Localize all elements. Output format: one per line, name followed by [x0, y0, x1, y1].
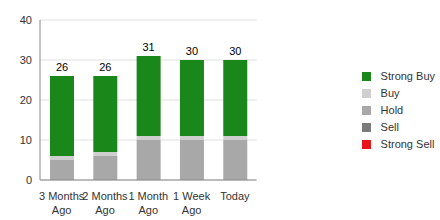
svg-text:30: 30 — [186, 45, 198, 57]
html-text:Sell: Sell — [380, 121, 399, 133]
svg-text:26: 26 — [99, 61, 111, 73]
svg-text:20: 20 — [20, 94, 32, 106]
svg-text:30: 30 — [229, 45, 241, 57]
svg-text:40: 40 — [20, 14, 32, 26]
svg-text:Today: Today — [220, 190, 250, 202]
svg-text:2 MonthsAgo: 2 MonthsAgo — [82, 190, 128, 216]
html-text:Strong Buy: Strong Buy — [380, 70, 435, 82]
svg-text:0: 0 — [26, 174, 32, 186]
svg-text:1 MonthAgo: 1 MonthAgo — [128, 190, 168, 216]
svg-text:30: 30 — [20, 54, 32, 66]
svg-text:31: 31 — [143, 41, 155, 53]
html-text:Strong Sell: Strong Sell — [380, 138, 435, 150]
html-text:Buy: Buy — [380, 87, 400, 99]
svg-text:10: 10 — [20, 134, 32, 146]
svg-text:1 WeekAgo: 1 WeekAgo — [173, 190, 211, 216]
svg-text:3 MonthsAgo: 3 MonthsAgo — [39, 190, 85, 216]
html-text:Hold: Hold — [380, 104, 404, 116]
svg-text:26: 26 — [56, 61, 68, 73]
